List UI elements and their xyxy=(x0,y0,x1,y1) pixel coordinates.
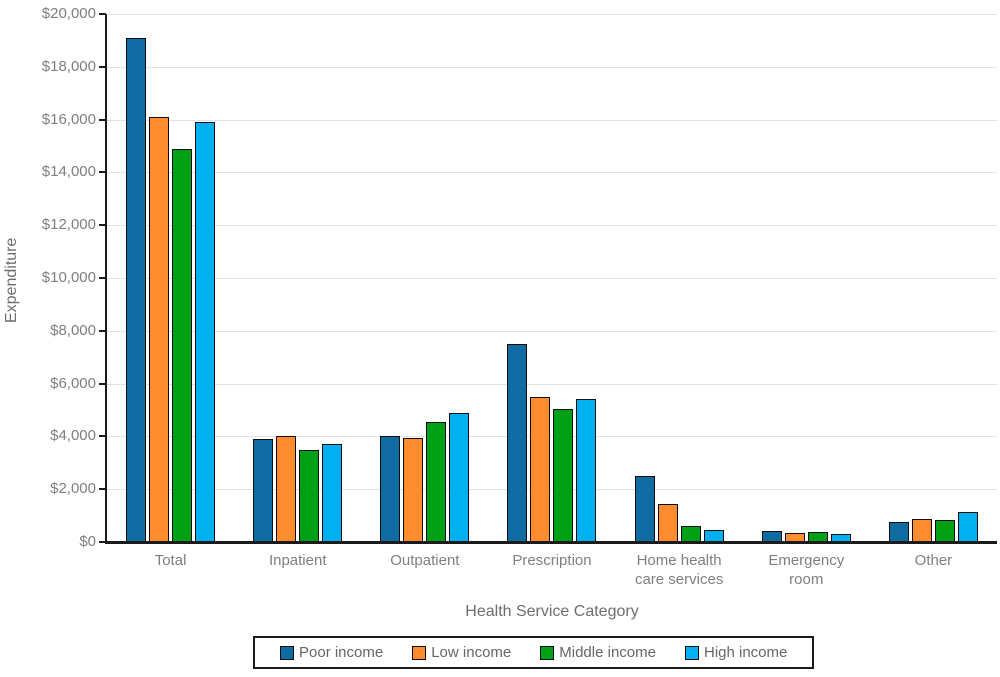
bar xyxy=(911,519,932,542)
gridline xyxy=(107,489,997,491)
bar xyxy=(149,117,170,542)
bar-groups xyxy=(107,14,997,542)
y-axis-tick xyxy=(99,329,106,332)
bar-group xyxy=(488,14,615,542)
legend-swatch xyxy=(684,645,699,660)
bar xyxy=(830,534,851,542)
legend-swatch xyxy=(280,645,294,660)
y-axis-tick xyxy=(99,277,106,279)
bar xyxy=(553,409,574,542)
category-label: Home health care services xyxy=(634,552,724,588)
y-axis-tick-label: $18,000 xyxy=(41,57,96,75)
plot-area xyxy=(107,14,997,542)
bar xyxy=(126,38,147,542)
y-axis-tick-label: $16,000 xyxy=(41,110,96,128)
bar xyxy=(634,476,655,542)
y-axis-tick xyxy=(99,65,106,68)
y-axis-tick-label: $0 xyxy=(79,533,96,550)
y-axis-tick xyxy=(99,224,106,227)
bar xyxy=(449,413,470,542)
bar xyxy=(507,344,528,542)
bar xyxy=(403,438,424,542)
bar xyxy=(703,530,724,542)
bar xyxy=(172,149,193,542)
y-axis-tick xyxy=(99,171,106,174)
y-axis-tick xyxy=(99,541,106,543)
gridline xyxy=(107,66,997,68)
bar xyxy=(322,444,343,542)
category-label: Outpatient xyxy=(390,552,460,569)
bar xyxy=(195,122,216,542)
x-axis-title: Health Service Category xyxy=(465,603,639,620)
y-axis-tick xyxy=(99,488,106,491)
y-axis-tick-label: $6,000 xyxy=(50,374,96,392)
bar-group xyxy=(107,14,234,542)
y-axis-tick xyxy=(99,382,106,385)
bar xyxy=(957,512,978,542)
legend-swatch xyxy=(540,645,555,660)
y-axis-tick-label: $10,000 xyxy=(41,269,96,286)
legend-label: Middle income xyxy=(559,644,656,661)
y-axis-tick-label: $12,000 xyxy=(41,216,96,234)
y-axis-tick xyxy=(99,13,106,15)
bar xyxy=(784,533,805,542)
gridline xyxy=(107,14,997,15)
bar xyxy=(680,526,701,542)
y-axis-tick-label: $14,000 xyxy=(41,163,96,181)
bar-group xyxy=(361,14,488,542)
category-label: Emergency room xyxy=(768,552,845,588)
y-axis-tick xyxy=(99,118,106,121)
bar-group xyxy=(616,14,743,542)
legend-swatch xyxy=(412,645,427,660)
gridline xyxy=(107,225,997,227)
y-axis-tick-label: $2,000 xyxy=(50,480,96,498)
bar xyxy=(253,439,274,542)
bar xyxy=(276,436,297,542)
y-axis-tick-label: $4,000 xyxy=(50,427,96,445)
gridline xyxy=(107,119,997,121)
bar xyxy=(934,520,955,542)
bar xyxy=(657,504,678,542)
x-axis-category-labels: Total Inpatient Outpatient Prescription Home… xyxy=(107,551,997,589)
bar xyxy=(299,450,320,542)
legend-item: Middle income xyxy=(540,644,656,661)
category-label: Total xyxy=(154,552,187,569)
y-axis-tick-label: $8,000 xyxy=(50,321,96,339)
bar-group xyxy=(234,14,361,542)
bar xyxy=(761,531,782,542)
category-label: Inpatient xyxy=(268,552,327,569)
bar-group xyxy=(870,14,997,542)
bar xyxy=(530,397,551,542)
category-label: Other xyxy=(914,552,953,569)
gridline xyxy=(107,436,997,438)
category-label: Prescription xyxy=(512,552,592,569)
bar xyxy=(426,422,447,542)
gridline xyxy=(107,330,997,332)
gridline xyxy=(107,278,997,279)
legend-label: Poor income xyxy=(299,644,384,661)
gridline xyxy=(107,383,997,385)
legend: Poor income Low income Middle income High i… xyxy=(253,636,815,669)
legend-item: High income xyxy=(684,644,788,661)
legend-label: Low income xyxy=(431,644,512,661)
y-axis-tick-label: $20,000 xyxy=(41,5,96,22)
bar-group xyxy=(743,14,870,542)
bar xyxy=(380,436,401,542)
legend-label: High income xyxy=(703,644,788,661)
gridline xyxy=(107,172,997,174)
bar xyxy=(807,532,828,542)
bar xyxy=(576,399,597,542)
y-axis-line xyxy=(105,14,107,544)
bar xyxy=(888,522,909,542)
legend-item: Poor income xyxy=(280,644,383,661)
legend-item: Low income xyxy=(412,644,511,661)
x-axis-line xyxy=(105,541,997,544)
y-axis-tick xyxy=(99,435,106,438)
